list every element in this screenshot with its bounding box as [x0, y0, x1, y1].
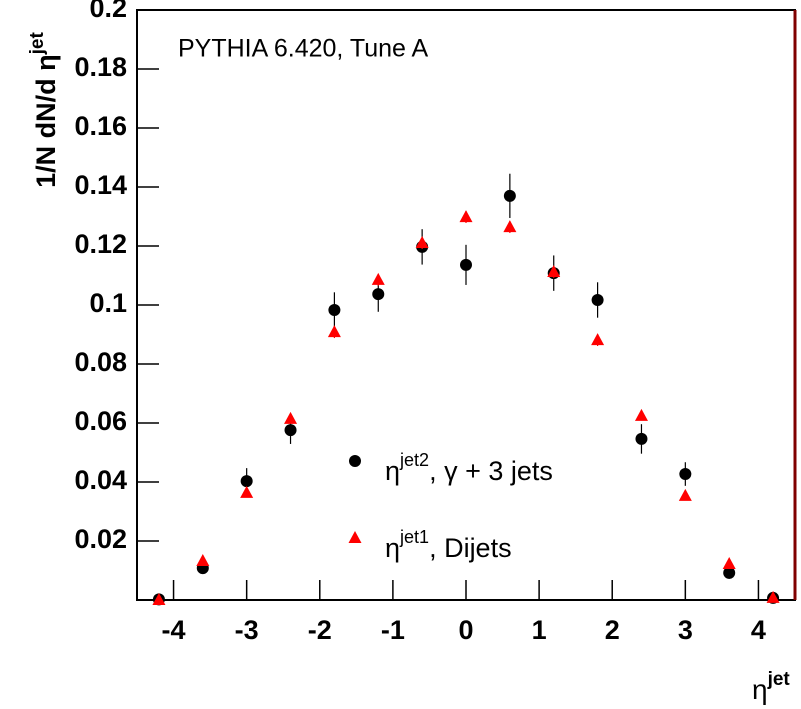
y-tick-label: 0.2: [89, 0, 127, 23]
y-tick-label: 0.14: [74, 170, 127, 200]
x-tick-label: 0: [458, 615, 473, 645]
y-tick-label: 0.04: [74, 465, 127, 495]
chart-title: PYTHIA 6.420, Tune A: [178, 35, 428, 63]
y-tick-label: 0.1: [89, 288, 127, 318]
x-tick-label: -2: [308, 615, 332, 645]
y-tick-label: 0.06: [74, 406, 127, 436]
x-tick-label: 3: [678, 615, 693, 645]
circle-marker: [503, 189, 516, 202]
x-tick-label: -4: [162, 615, 186, 645]
x-tick-label: 2: [605, 615, 620, 645]
legend-rest: , γ + 3 jets: [429, 456, 553, 486]
y-tick-label: 0.08: [74, 347, 127, 377]
triangle-marker: [766, 590, 780, 603]
triangle-marker: [722, 557, 736, 570]
legend-base: η: [385, 456, 400, 486]
triangle-marker: [591, 333, 605, 346]
circle-marker: [240, 475, 253, 488]
circle-marker: [328, 304, 341, 317]
legend-rest: , Dijets: [429, 533, 512, 563]
y-tick-label: 0.16: [74, 111, 127, 141]
triangle-marker: [503, 220, 517, 233]
y-tick-label: 0.18: [74, 52, 127, 82]
legend-label: ηjet2, γ + 3 jets: [385, 450, 553, 486]
triangle-marker: [196, 554, 210, 567]
x-label-base: η: [752, 674, 768, 705]
circle-marker: [460, 258, 472, 271]
circle-marker: [284, 424, 297, 437]
x-tick-label: 4: [751, 615, 766, 645]
triangle-marker: [327, 325, 341, 338]
legend-sup: jet2: [399, 450, 429, 470]
circle-marker: [679, 468, 692, 481]
circle-marker: [591, 293, 604, 306]
triangle-marker: [240, 485, 254, 498]
triangle-marker: [152, 593, 166, 605]
legend-sup: jet1: [399, 527, 429, 547]
legend-label: ηjet1, Dijets: [385, 527, 512, 563]
x-axis-label: ηjet: [752, 669, 790, 705]
triangle-marker: [371, 272, 385, 285]
y-label-base: 1/N dN/d η: [31, 54, 61, 188]
circle-marker: [372, 288, 385, 301]
triangle-marker: [459, 210, 473, 223]
triangle-marker: [284, 411, 298, 424]
legend-marker: [348, 531, 362, 543]
triangle-marker: [547, 264, 561, 277]
legend-base: η: [385, 533, 400, 563]
x-tick-label: 1: [532, 615, 547, 645]
x-label-sup: jet: [767, 669, 791, 690]
circle-marker: [635, 432, 648, 445]
triangle-marker: [678, 488, 692, 501]
circle-marker: [723, 566, 736, 579]
y-axis-label: 1/N dN/d ηjet: [27, 31, 61, 187]
y-tick-label: 0.02: [74, 524, 127, 554]
legend-marker: [349, 455, 361, 467]
y-label-sup: jet: [27, 31, 48, 55]
triangle-marker: [634, 408, 648, 421]
plot-frame: [136, 9, 796, 601]
y-tick-label: 0.12: [74, 229, 127, 259]
triangle-marker: [415, 236, 429, 249]
x-tick-label: -1: [381, 615, 405, 645]
x-tick-label: -3: [235, 615, 259, 645]
